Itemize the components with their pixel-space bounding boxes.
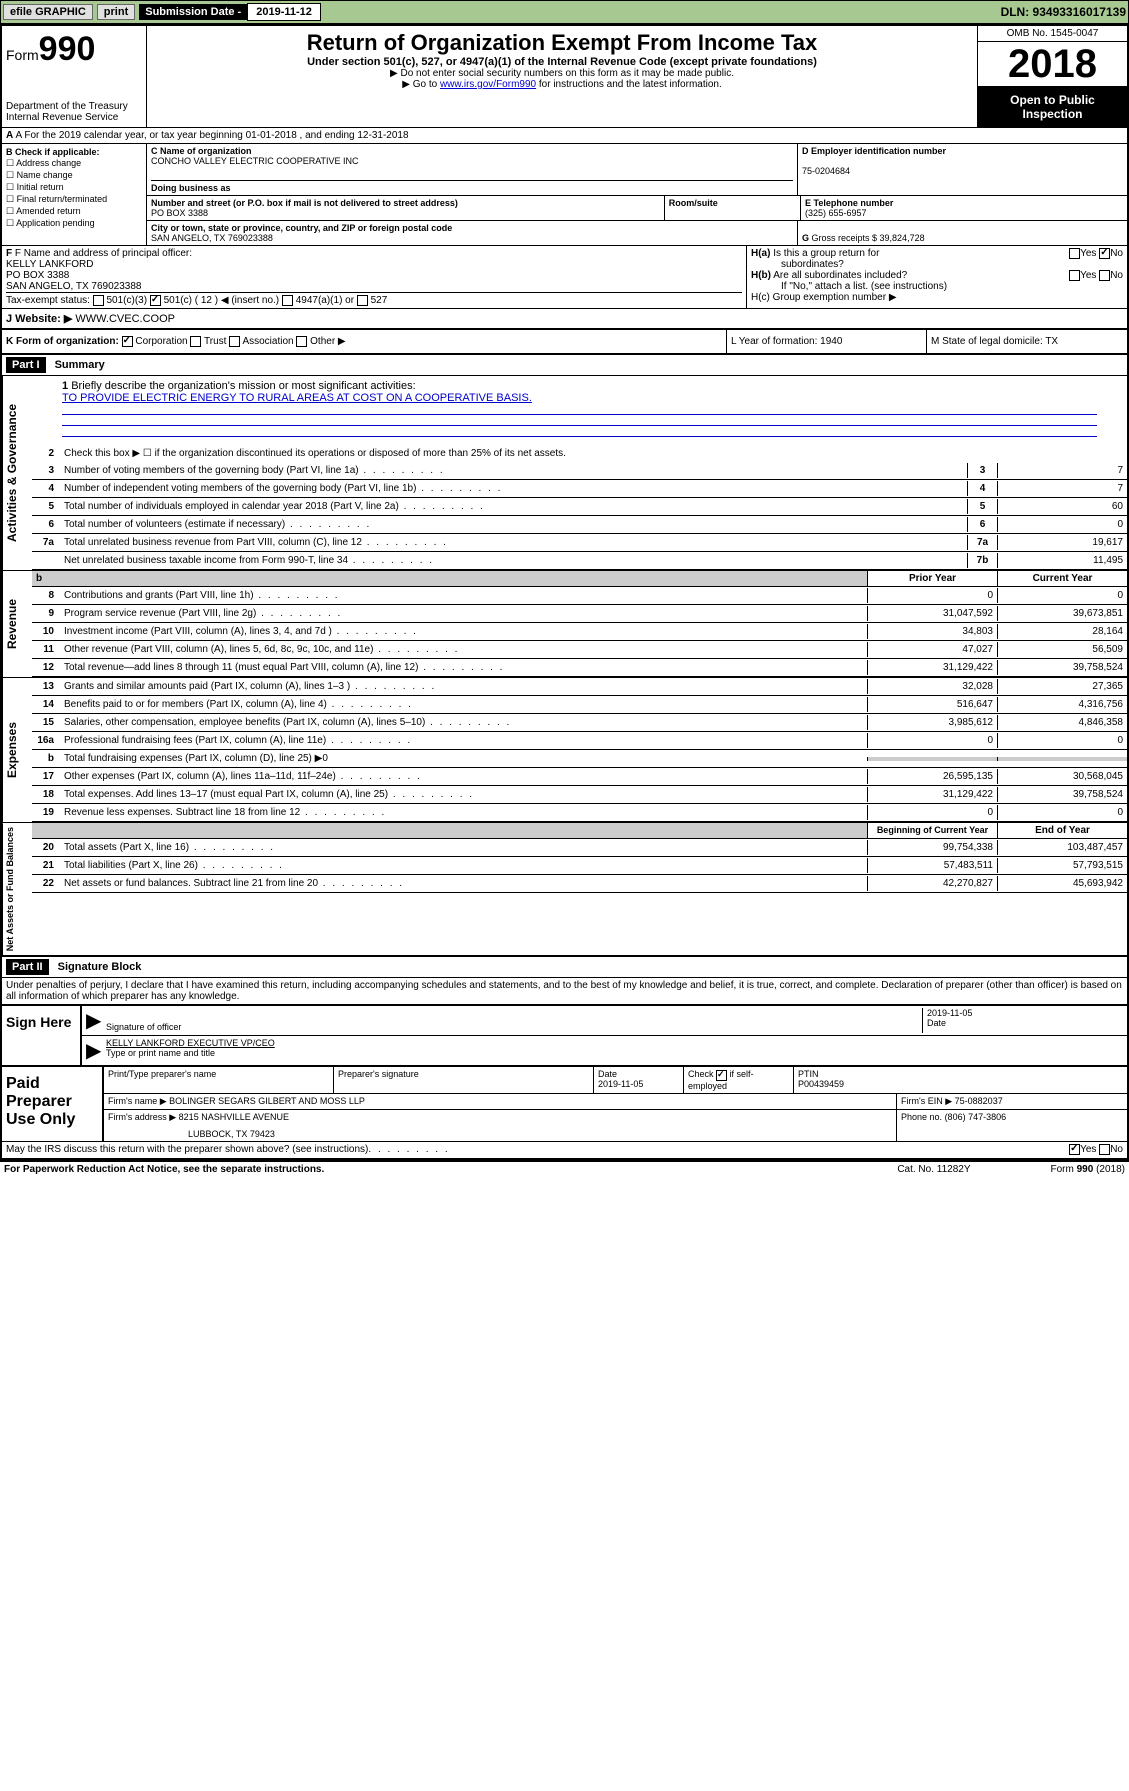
- row-a-taxyear: A A For the 2019 calendar year, or tax y…: [2, 128, 1127, 144]
- dept-treasury: Department of the Treasury Internal Reve…: [6, 101, 142, 123]
- org-name: CONCHO VALLEY ELECTRIC COOPERATIVE INC: [151, 156, 793, 166]
- officer-label: F F Name and address of principal office…: [6, 248, 742, 259]
- discuss-row: May the IRS discuss this return with the…: [2, 1141, 1127, 1157]
- phone-value: (325) 655-6957: [805, 208, 1123, 218]
- line-15: Salaries, other compensation, employee b…: [60, 715, 867, 730]
- line-7a: Total unrelated business revenue from Pa…: [60, 535, 967, 550]
- line-17: Other expenses (Part IX, column (A), lin…: [60, 769, 867, 784]
- side-governance: Activities & Governance: [2, 376, 32, 570]
- irs-link[interactable]: www.irs.gov/Form990: [440, 79, 536, 90]
- line-9: Program service revenue (Part VIII, line…: [60, 606, 867, 621]
- dln: DLN: 93493316017139: [1001, 5, 1126, 19]
- officer-addr2: SAN ANGELO, TX 769023388: [6, 281, 742, 292]
- end-year-header: End of Year: [997, 823, 1127, 838]
- ptin-label: PTIN: [798, 1069, 1123, 1079]
- line-5: Total number of individuals employed in …: [60, 499, 967, 514]
- side-net: Net Assets or Fund Balances: [2, 823, 32, 955]
- dba-label: Doing business as: [151, 180, 793, 193]
- line-10: Investment income (Part VIII, column (A)…: [60, 624, 867, 639]
- perjury-text: Under penalties of perjury, I declare th…: [2, 978, 1127, 1006]
- sig-name-label: Type or print name and title: [106, 1048, 1123, 1058]
- firm-ein-row: Firm's EIN ▶ 75-0882037: [897, 1094, 1127, 1109]
- note-ssn: ▶ Do not enter social security numbers o…: [155, 68, 969, 79]
- line-16b: Total fundraising expenses (Part IX, col…: [60, 751, 867, 766]
- form-subtitle: Under section 501(c), 527, or 4947(a)(1)…: [155, 56, 969, 68]
- org-name-label: C Name of organization: [151, 146, 793, 156]
- line-19: Revenue less expenses. Subtract line 18 …: [60, 805, 867, 820]
- begin-year-header: Beginning of Current Year: [867, 823, 997, 838]
- state-domicile: M State of legal domicile: TX: [927, 330, 1127, 353]
- line-8: Contributions and grants (Part VIII, lin…: [60, 588, 867, 603]
- firm-addr-row: Firm's address ▶ 8215 NASHVILLE AVENUE L…: [104, 1110, 897, 1141]
- ein-value: 75-0204684: [802, 166, 1123, 176]
- ptin-value: P00439459: [798, 1079, 1123, 1089]
- topbar: efile GRAPHIC print Submission Date - 20…: [0, 0, 1129, 24]
- part1-header: Part I Summary: [2, 355, 1127, 376]
- current-year-header: Current Year: [997, 571, 1127, 586]
- officer-name: KELLY LANKFORD: [6, 259, 742, 270]
- prep-print-label: Print/Type preparer's name: [108, 1069, 329, 1079]
- line-2: Check this box ▶ ☐ if the organization d…: [60, 446, 1127, 461]
- print-btn[interactable]: print: [97, 4, 135, 20]
- line-7b: Net unrelated business taxable income fr…: [60, 553, 967, 568]
- efile-btn[interactable]: efile GRAPHIC: [3, 4, 93, 20]
- prep-date: 2019-11-05: [598, 1079, 679, 1089]
- form-body: Form990 Department of the Treasury Inter…: [0, 24, 1129, 1160]
- firm-name-row: Firm's name ▶ BOLINGER SEGARS GILBERT AN…: [104, 1094, 897, 1109]
- mission-text: TO PROVIDE ELECTRIC ENERGY TO RURAL AREA…: [62, 392, 1097, 404]
- line-13: Grants and similar amounts paid (Part IX…: [60, 679, 867, 694]
- city-value: SAN ANGELO, TX 769023388: [151, 233, 793, 243]
- footer-row: For Paperwork Reduction Act Notice, see …: [0, 1160, 1129, 1177]
- note-link: ▶ Go to www.irs.gov/Form990 for instruct…: [155, 79, 969, 90]
- addr-label: Number and street (or P.O. box if mail i…: [151, 198, 660, 208]
- officer-addr1: PO BOX 3388: [6, 270, 742, 281]
- sig-date-label: Date: [927, 1018, 1123, 1028]
- form-org-type: K Form of organization: Corporation Trus…: [2, 330, 727, 353]
- prep-check: Check if self-employed: [688, 1069, 789, 1090]
- prep-date-label: Date: [598, 1069, 679, 1079]
- mission-block: 1 Briefly describe the organization's mi…: [32, 376, 1127, 444]
- open-public: Open to Public Inspection: [978, 87, 1127, 127]
- col-h-group: H(a) Is this a group return for Yes No s…: [747, 246, 1127, 308]
- room-label: Room/suite: [669, 198, 796, 208]
- website-row: J Website: ▶ WWW.CVEC.COOP: [2, 309, 1127, 330]
- line-18: Total expenses. Add lines 13–17 (must eq…: [60, 787, 867, 802]
- omb-number: OMB No. 1545-0047: [978, 26, 1127, 42]
- prior-year-header: Prior Year: [867, 571, 997, 586]
- sign-here-label: Sign Here: [2, 1006, 82, 1065]
- form-title: Return of Organization Exempt From Incom…: [155, 30, 969, 56]
- line-21: Total liabilities (Part X, line 26): [60, 858, 867, 873]
- sub-date-label: Submission Date -: [139, 4, 247, 20]
- line-3: Number of voting members of the governin…: [60, 463, 967, 478]
- sig-name: KELLY LANKFORD EXECUTIVE VP/CEO: [106, 1038, 1123, 1048]
- sub-date: 2019-11-12: [247, 3, 321, 21]
- tax-exempt-row: Tax-exempt status: 501(c)(3) 501(c) ( 12…: [6, 292, 742, 306]
- addr-value: PO BOX 3388: [151, 208, 660, 218]
- line-20: Total assets (Part X, line 16): [60, 840, 867, 855]
- firm-phone-row: Phone no. (806) 747-3806: [897, 1110, 1127, 1141]
- tax-year: 2018: [978, 42, 1127, 87]
- line-4: Number of independent voting members of …: [60, 481, 967, 496]
- prep-sig-label: Preparer's signature: [338, 1069, 589, 1079]
- line-16a: Professional fundraising fees (Part IX, …: [60, 733, 867, 748]
- side-revenue: Revenue: [2, 571, 32, 677]
- paid-preparer-label: Paid Preparer Use Only: [2, 1067, 102, 1141]
- col-b-checkboxes: B Check if applicable: ☐ Address change …: [2, 144, 147, 245]
- city-label: City or town, state or province, country…: [151, 223, 793, 233]
- sig-officer-label: Signature of officer: [106, 1022, 922, 1032]
- sig-date: 2019-11-05: [927, 1008, 1123, 1018]
- line-14: Benefits paid to or for members (Part IX…: [60, 697, 867, 712]
- phone-label: E Telephone number: [805, 198, 1123, 208]
- line-22: Net assets or fund balances. Subtract li…: [60, 876, 867, 891]
- side-expenses: Expenses: [2, 678, 32, 822]
- line-12: Total revenue—add lines 8 through 11 (mu…: [60, 660, 867, 675]
- form-number: Form990: [6, 30, 142, 69]
- line-6: Total number of volunteers (estimate if …: [60, 517, 967, 532]
- line-11: Other revenue (Part VIII, column (A), li…: [60, 642, 867, 657]
- gross-receipts: G Gross receipts $ 39,824,728: [802, 233, 1123, 243]
- year-formation: L Year of formation: 1940: [727, 330, 927, 353]
- ein-label: D Employer identification number: [802, 146, 1123, 156]
- part2-header: Part II Signature Block: [2, 955, 1127, 978]
